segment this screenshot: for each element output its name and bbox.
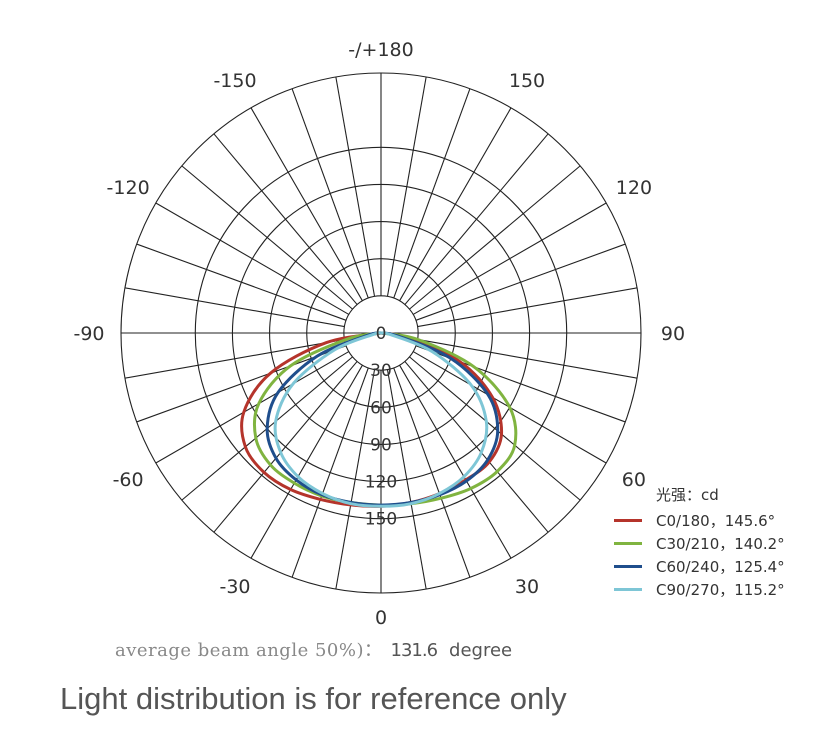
grid-spoke: [335, 76, 376, 297]
grid-spoke: [250, 107, 363, 302]
grid-spoke: [250, 364, 363, 559]
legend-title: 光强：cd: [656, 486, 719, 504]
grid-spoke: [404, 361, 549, 533]
angle-tick-label: 60: [622, 469, 646, 491]
legend-swatch: [614, 564, 642, 568]
grid-spoke: [124, 338, 345, 379]
grid-spoke: [399, 364, 512, 559]
intensity-curves: [240, 331, 518, 508]
legend-label: C30/210，140.2°: [656, 534, 785, 553]
angle-tick-label: 150: [509, 70, 545, 92]
grid-spoke: [404, 133, 549, 305]
curve-c90: [273, 331, 489, 508]
legend-swatch: [614, 518, 642, 522]
legend-label: C60/240，125.4°: [656, 557, 785, 576]
legend-item-c90: C90/270，115.2°: [614, 579, 785, 599]
grid-spoke: [291, 367, 369, 578]
grid-spoke: [393, 367, 471, 578]
angle-tick-label: 90: [661, 323, 685, 345]
angle-tick-label: -120: [107, 177, 150, 199]
grid-spoke: [417, 287, 638, 328]
angle-tick-label: 120: [616, 177, 652, 199]
legend-swatch: [614, 587, 642, 591]
grid-spoke: [409, 165, 581, 310]
grid-spoke: [399, 107, 512, 302]
radial-tick-label: 30: [370, 361, 392, 381]
legend-item-c30: C30/210，140.2°: [614, 533, 785, 553]
grid-spoke: [393, 88, 471, 299]
grid-spoke: [417, 338, 638, 379]
grid-spoke: [136, 243, 347, 321]
angle-tick-label: -90: [73, 323, 104, 345]
angle-tick-label: -150: [213, 70, 256, 92]
radial-tick-label: 0: [376, 324, 387, 344]
angle-tick-label: -30: [219, 576, 250, 598]
grid-spoke: [335, 369, 376, 590]
beam-angle-value: 131.6: [390, 640, 439, 661]
radial-tick-label: 90: [370, 435, 392, 455]
grid-spoke: [291, 88, 369, 299]
grid-spoke: [124, 287, 345, 328]
angle-tick-label: -/+180: [348, 39, 413, 61]
beam-angle-unit: degree: [449, 640, 513, 661]
angle-tick-label: 30: [515, 576, 539, 598]
legend-item-c60: C60/240，125.4°: [614, 556, 785, 576]
grid-spoke: [415, 243, 626, 321]
grid-spoke: [386, 76, 427, 297]
grid-spoke: [213, 361, 358, 533]
beam-angle-note: average beam angle 50%)： 131.6 degree: [115, 636, 512, 662]
grid-spoke: [181, 165, 353, 310]
legend-label: C90/270，115.2°: [656, 580, 785, 599]
grid-spoke: [155, 351, 350, 464]
polar-grid: [120, 72, 642, 594]
legend-item-c0: C0/180，145.6°: [614, 510, 775, 530]
radial-tick-labels: 0 30 60 90 120 150: [365, 324, 397, 530]
legend-swatch: [614, 541, 642, 545]
grid-spoke: [136, 345, 347, 423]
radial-tick-label: 120: [365, 473, 397, 493]
grid-spoke: [412, 202, 607, 315]
radial-tick-label: 60: [370, 398, 392, 418]
grid-spoke: [213, 133, 358, 305]
grid-spoke: [386, 369, 427, 590]
angle-tick-labels: -/+180 150 120 90 60 30 0 -30 -60 -90 -120 -150: [73, 39, 685, 629]
beam-angle-label: average beam angle 50%)：: [115, 640, 383, 661]
grid-spoke: [409, 356, 581, 501]
grid-spoke: [155, 202, 350, 315]
reference-disclaimer: Light distribution is for reference only: [60, 681, 567, 716]
legend-label: C0/180，145.6°: [656, 511, 776, 530]
angle-tick-label: 0: [375, 607, 387, 629]
radial-tick-label: 150: [365, 510, 397, 530]
angle-tick-label: -60: [113, 469, 144, 491]
